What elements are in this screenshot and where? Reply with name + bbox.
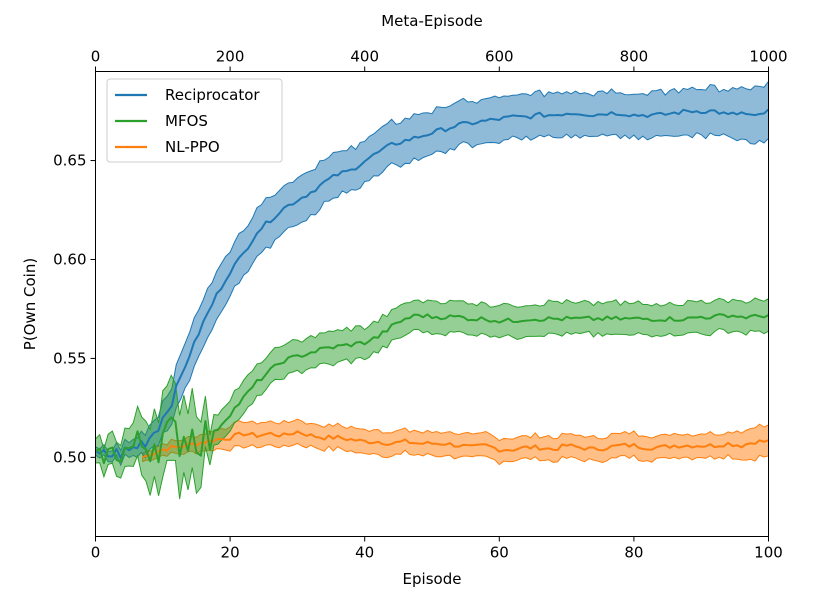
- legend-label-nl-ppo: NL-PPO: [165, 138, 220, 156]
- line-nl-ppo: [142, 430, 769, 459]
- line-reciprocator: [94, 108, 770, 460]
- x2-tick-label: 0: [91, 48, 101, 66]
- x-axis-title: Episode: [403, 570, 462, 588]
- x2-axis-title: Meta-Episode: [381, 12, 483, 30]
- legend-label-reciprocator: Reciprocator: [165, 86, 260, 104]
- legend-box: [106, 78, 283, 163]
- x-tick-label: 80: [624, 544, 643, 562]
- axis-ticks: 0 20 40 60 80 1000 200 400 600 800 10000.500.550.6…: [53, 48, 788, 562]
- line-mfos: [94, 313, 769, 465]
- x2-tick-label: 200: [216, 48, 245, 66]
- x-tick-label: 0: [91, 544, 101, 562]
- x-tick-label: 100: [754, 544, 783, 562]
- x-tick-label: 20: [221, 544, 240, 562]
- x2-tick-label: 400: [350, 48, 379, 66]
- x-tick-label: 60: [490, 544, 509, 562]
- x2-tick-label: 600: [485, 48, 514, 66]
- y-tick-label: 0.55: [53, 349, 86, 367]
- x-tick-label: 40: [355, 544, 374, 562]
- plot-frame: [95, 71, 769, 537]
- y-tick-label: 0.50: [53, 448, 86, 466]
- y-tick-label: 0.65: [53, 152, 86, 170]
- x2-tick-label: 800: [620, 48, 649, 66]
- x2-tick-label: 1000: [749, 48, 787, 66]
- series-lines: [94, 108, 770, 465]
- legend: Reciprocator MFOS NL-PPO: [106, 78, 283, 163]
- legend-label-mfos: MFOS: [165, 112, 208, 130]
- y-axis-title: P(Own Coin): [21, 258, 39, 350]
- y-tick-label: 0.60: [53, 250, 86, 268]
